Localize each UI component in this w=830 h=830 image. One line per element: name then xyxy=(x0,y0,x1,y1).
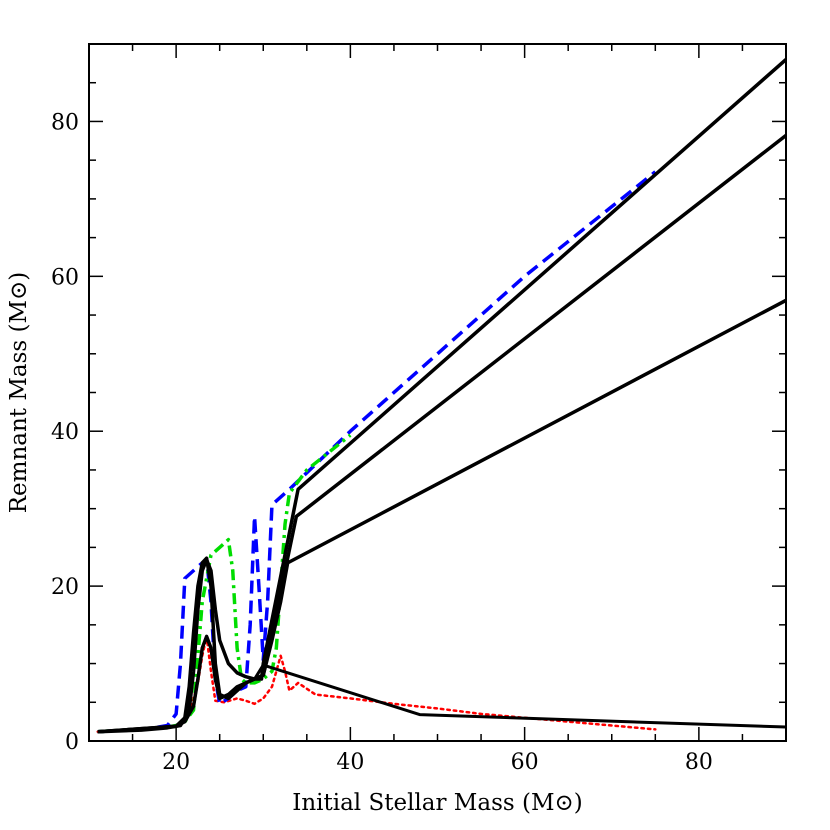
series-layer xyxy=(96,58,786,734)
y-tick-label: 0 xyxy=(65,730,79,755)
x-tick-label: 80 xyxy=(685,750,713,775)
y-tick-label: 20 xyxy=(51,575,79,600)
x-tick-label: 40 xyxy=(336,750,364,775)
x-tick-label: 20 xyxy=(162,750,190,775)
y-tick-label: 40 xyxy=(51,420,79,445)
y-axis-title: Remnant Mass (M⊙) xyxy=(6,272,32,514)
series-line-3 xyxy=(97,433,352,734)
tick-layer: 20 40 60 80 0 20 40 60 80 xyxy=(51,43,787,775)
x-tick-label: 60 xyxy=(511,750,539,775)
series-line-5 xyxy=(97,133,786,734)
series-line-2 xyxy=(97,170,657,734)
y-tick-label: 80 xyxy=(51,110,79,135)
x-axis-title: Initial Stellar Mass (M⊙) xyxy=(292,790,583,816)
series-line-7 xyxy=(97,634,786,734)
y-tick-label: 60 xyxy=(51,265,79,290)
series-line-4 xyxy=(97,58,786,734)
